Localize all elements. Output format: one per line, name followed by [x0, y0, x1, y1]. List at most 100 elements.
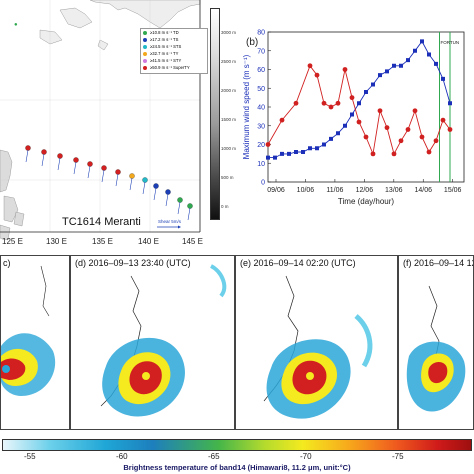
colorbar-title: Brightness temperature of band14 (Himawa… — [123, 463, 351, 472]
track-point — [177, 197, 183, 203]
data-point — [307, 63, 313, 69]
data-point — [434, 61, 438, 66]
legend-label: ≥17.2 m s⁻¹ TS — [150, 37, 179, 42]
legend-dot — [143, 65, 147, 70]
data-point — [273, 155, 277, 160]
y-tick-label: 30 — [257, 123, 265, 130]
track-point — [153, 183, 159, 189]
lon-label: 135 E — [92, 237, 113, 246]
elevation-label: 2500 m — [221, 59, 237, 64]
data-point — [301, 150, 305, 154]
track-point — [25, 145, 31, 151]
data-point — [363, 134, 369, 140]
elevation-label: 2000 m — [221, 88, 237, 93]
legend-dot — [143, 30, 147, 35]
legend-item: ≥17.2 m s⁻¹ TS — [141, 36, 207, 43]
data-point — [384, 125, 390, 131]
track-point — [187, 203, 193, 209]
data-point — [315, 146, 319, 151]
data-point — [343, 123, 347, 128]
data-point — [405, 127, 411, 132]
colorbar-gradient — [2, 439, 472, 451]
colorbar-tick: -60 — [116, 452, 128, 461]
x-tick-label: 13/06 — [385, 187, 403, 194]
y-tick-label: 10 — [257, 161, 265, 168]
legend-item: ≥10.8 m s⁻¹ TD — [141, 29, 207, 36]
data-point — [328, 104, 334, 110]
intensity-legend: ≥10.8 m s⁻¹ TD ≥17.2 m s⁻¹ TS ≥24.5 m s⁻… — [140, 28, 208, 74]
series-line-1 — [267, 64, 451, 156]
wind-speed-chart-panel: 0 10 20 30 40 50 60 70 80 09/06 10/06 11/06 12/06 13/… — [240, 0, 474, 255]
data-point — [350, 112, 354, 117]
data-point — [448, 101, 452, 106]
data-point — [280, 151, 284, 156]
data-point — [293, 100, 299, 106]
y-tick-label: 60 — [257, 67, 265, 74]
legend-item: ≥50.9 m s⁻¹ SuperTY — [141, 64, 207, 71]
japan-coastline — [39, 0, 201, 51]
track-map-panel: ● ≥10.8 m s⁻¹ TD ≥17.2 m s⁻¹ TS ≥24.5 m … — [0, 0, 240, 255]
legend-item: ≥32.7 m s⁻¹ TY — [141, 50, 207, 57]
shear-arrow — [57, 157, 61, 171]
legend-label: ≥41.5 m s⁻¹ STY — [150, 58, 182, 63]
panel-timestamp: 2016–09–14 12: — [414, 258, 474, 268]
colorbar-tick: -65 — [208, 452, 220, 461]
data-point — [398, 138, 404, 144]
data-point — [406, 58, 410, 63]
y-axis-label: Maximum wind speed (m s⁻¹) — [242, 54, 251, 159]
shear-arrow — [129, 177, 133, 191]
elevation-colorbar — [210, 8, 220, 220]
track-end-marker: ● — [14, 22, 18, 28]
track-point — [165, 189, 171, 195]
lon-label: 140 E — [138, 237, 159, 246]
legend-dot — [143, 58, 147, 63]
panel-timestamp: 2016–09–13 23:40 (UTC) — [88, 258, 191, 268]
legend-item: ≥41.5 m s⁻¹ STY — [141, 57, 207, 64]
cloud-image — [406, 285, 466, 412]
data-point — [279, 117, 285, 123]
data-point — [342, 67, 348, 72]
x-tick-label: 09/06 — [267, 187, 285, 194]
shear-arrow — [41, 153, 45, 167]
shear-arrow — [187, 207, 191, 221]
y-tick-label: 0 — [261, 180, 265, 187]
track-point — [87, 161, 93, 167]
plot-frame — [267, 31, 465, 183]
data-point — [321, 100, 327, 106]
data-point — [356, 119, 362, 125]
shear-arrow — [115, 173, 119, 187]
satellite-panel-f: (f) 2016–09–14 12: — [398, 255, 474, 430]
x-tick-label: 14/06 — [414, 187, 432, 194]
colorbar-tick: -70 — [300, 452, 312, 461]
legend-label: ≥50.9 m s⁻¹ SuperTY — [150, 65, 190, 70]
track-map — [0, 0, 201, 241]
data-point — [385, 69, 389, 74]
lon-label: 125 E — [2, 237, 23, 246]
elevation-label: 1000 m — [221, 146, 237, 151]
legend-dot — [143, 51, 147, 56]
satellite-panel-d: (d) 2016–09–13 23:40 (UTC) — [70, 255, 235, 430]
x-axis-label: Time (day/hour) — [338, 197, 395, 206]
shear-arrow-legend — [157, 225, 181, 229]
legend-dot — [143, 37, 147, 42]
panel-label: (b) — [246, 37, 258, 48]
data-point — [441, 76, 445, 81]
panel-title: (d) 2016–09–13 23:40 (UTC) — [73, 258, 193, 268]
data-point — [266, 155, 270, 160]
track-point — [129, 173, 135, 179]
data-point — [349, 95, 355, 101]
data-point — [399, 63, 403, 68]
legend-dot — [143, 44, 147, 49]
panel-label: (e) — [240, 258, 251, 268]
data-point — [419, 134, 425, 140]
data-point — [440, 117, 446, 123]
elevation-label: 3000 m — [221, 30, 237, 35]
data-point — [377, 108, 383, 114]
x-tick-label: 11/06 — [326, 187, 343, 194]
philippine-islands — [0, 149, 25, 241]
panel-label: (f) — [403, 258, 412, 268]
lon-label: 130 E — [46, 237, 67, 246]
legend-label: ≥10.8 m s⁻¹ TD — [150, 30, 179, 35]
x-tick-label: 12/06 — [356, 187, 374, 194]
colorbar-tick: -55 — [24, 452, 36, 461]
